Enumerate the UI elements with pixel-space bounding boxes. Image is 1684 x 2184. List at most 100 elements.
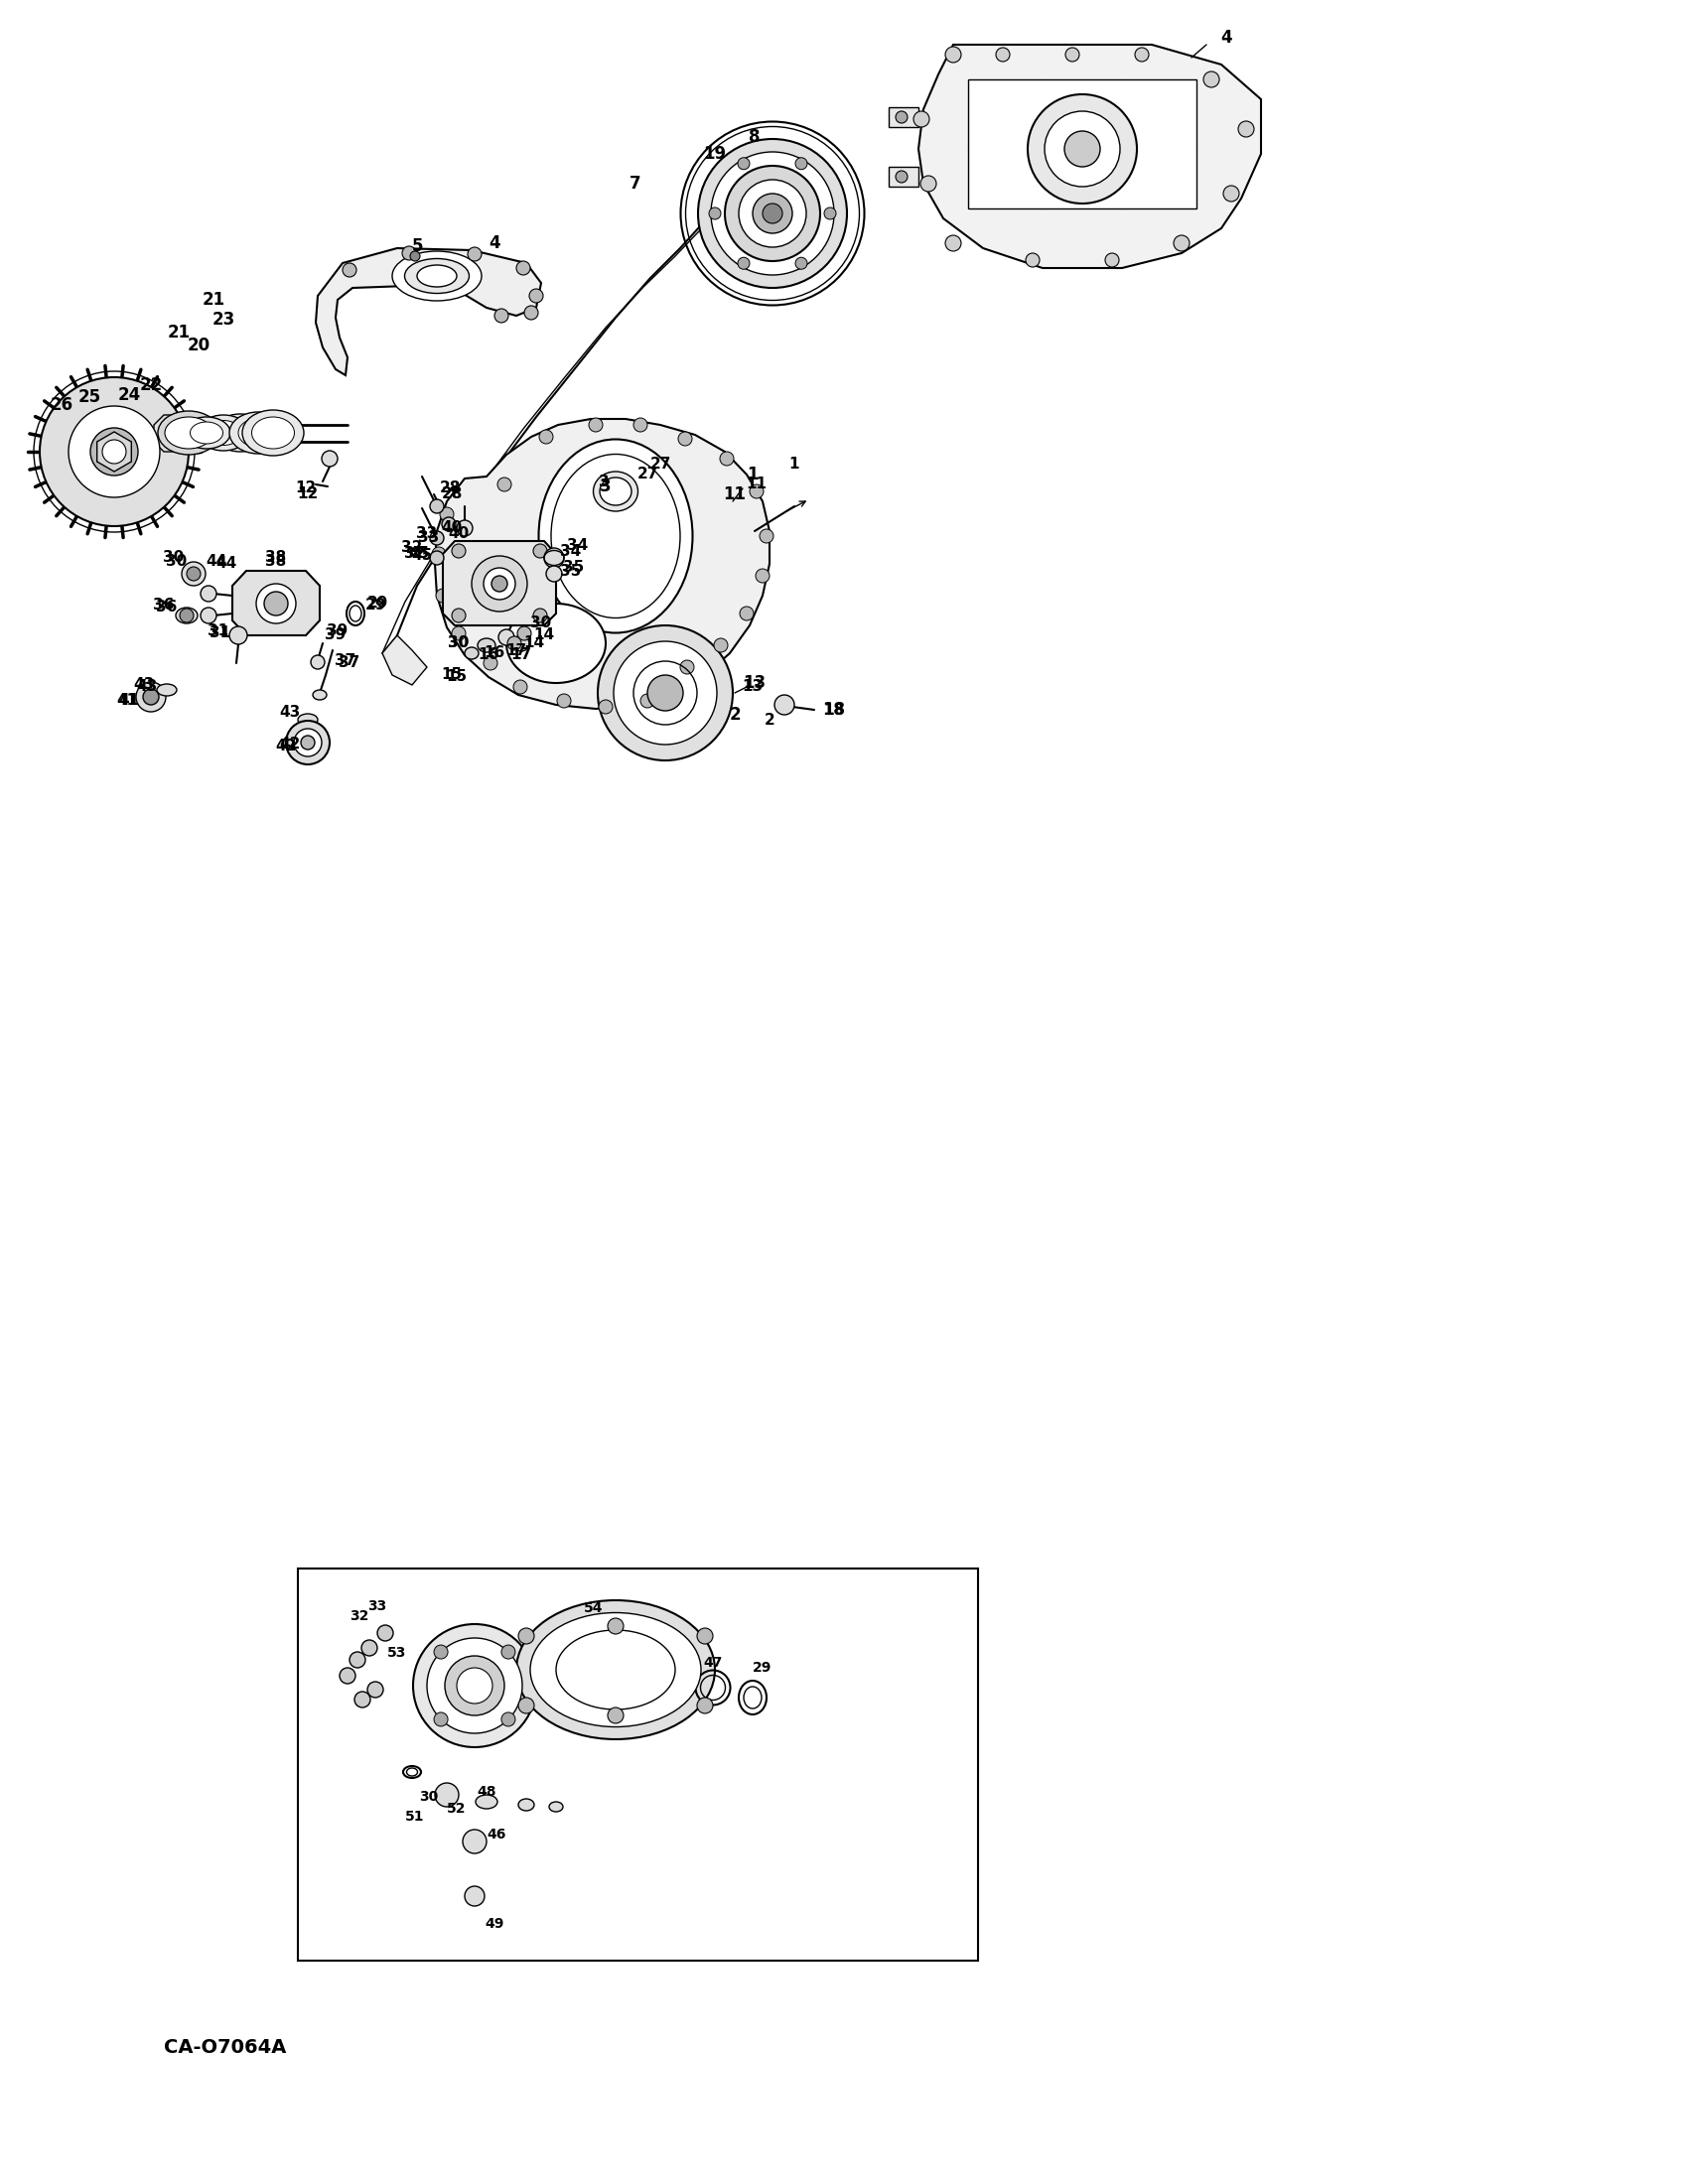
- Circle shape: [286, 721, 330, 764]
- Text: 14: 14: [534, 629, 554, 642]
- Circle shape: [724, 166, 820, 262]
- Ellipse shape: [478, 638, 495, 653]
- Circle shape: [529, 288, 544, 304]
- Circle shape: [456, 1669, 492, 1704]
- Text: 29: 29: [365, 598, 386, 614]
- Circle shape: [753, 194, 793, 234]
- Text: 21: 21: [202, 290, 226, 308]
- Circle shape: [699, 140, 847, 288]
- Polygon shape: [434, 419, 770, 710]
- Circle shape: [312, 655, 325, 668]
- Text: 15: 15: [441, 668, 463, 681]
- Text: 25: 25: [77, 389, 101, 406]
- Text: 33: 33: [416, 526, 438, 542]
- Text: 1: 1: [790, 456, 800, 472]
- Text: 44: 44: [205, 553, 227, 568]
- Circle shape: [451, 544, 466, 557]
- Circle shape: [436, 590, 450, 603]
- Text: 41: 41: [116, 692, 138, 708]
- Ellipse shape: [530, 1612, 701, 1728]
- Text: CA-O7064A: CA-O7064A: [163, 2038, 286, 2057]
- Polygon shape: [918, 44, 1261, 269]
- Circle shape: [492, 577, 507, 592]
- Ellipse shape: [298, 714, 318, 725]
- Circle shape: [367, 1682, 384, 1697]
- Polygon shape: [317, 249, 541, 376]
- Ellipse shape: [465, 646, 478, 660]
- Circle shape: [340, 1669, 355, 1684]
- Text: 18: 18: [823, 701, 845, 719]
- Circle shape: [519, 1697, 534, 1714]
- Circle shape: [514, 679, 527, 695]
- Ellipse shape: [475, 1795, 497, 1808]
- Bar: [968, 79, 1196, 207]
- Text: 17: 17: [505, 642, 527, 657]
- Ellipse shape: [221, 419, 259, 446]
- Text: 11: 11: [724, 485, 746, 502]
- Text: 33: 33: [367, 1599, 387, 1614]
- Circle shape: [823, 207, 835, 218]
- Text: 19: 19: [704, 144, 726, 164]
- Circle shape: [1026, 253, 1039, 266]
- Ellipse shape: [229, 413, 286, 454]
- Text: 28: 28: [441, 487, 463, 502]
- Text: 30: 30: [167, 553, 187, 568]
- Circle shape: [749, 485, 763, 498]
- Circle shape: [557, 695, 571, 708]
- Circle shape: [534, 544, 547, 557]
- Circle shape: [534, 609, 547, 622]
- Text: 16: 16: [483, 646, 505, 660]
- Ellipse shape: [158, 411, 219, 454]
- Text: 11: 11: [746, 476, 766, 491]
- Text: 1: 1: [748, 465, 758, 483]
- Text: 39: 39: [325, 629, 347, 642]
- Text: 38: 38: [266, 550, 286, 566]
- Circle shape: [608, 1708, 623, 1723]
- Ellipse shape: [549, 1802, 562, 1813]
- Circle shape: [264, 592, 288, 616]
- Circle shape: [429, 500, 445, 513]
- Text: 47: 47: [704, 1655, 722, 1671]
- Circle shape: [40, 378, 189, 526]
- Bar: [298, 1568, 978, 1961]
- Circle shape: [103, 439, 126, 463]
- Text: 39: 39: [327, 622, 349, 638]
- Text: 7: 7: [630, 175, 642, 192]
- Circle shape: [431, 546, 446, 561]
- Text: 43: 43: [280, 705, 300, 721]
- Circle shape: [714, 638, 727, 653]
- Ellipse shape: [519, 1800, 534, 1811]
- Circle shape: [1064, 131, 1100, 166]
- Polygon shape: [382, 636, 428, 686]
- Polygon shape: [443, 542, 556, 625]
- Circle shape: [608, 1618, 623, 1634]
- Circle shape: [350, 1651, 365, 1669]
- Ellipse shape: [239, 419, 278, 448]
- Text: 4: 4: [1221, 28, 1233, 46]
- Circle shape: [945, 46, 962, 63]
- Text: 29: 29: [367, 596, 387, 612]
- Text: 51: 51: [406, 1811, 424, 1824]
- Circle shape: [739, 179, 807, 247]
- Circle shape: [738, 157, 749, 170]
- Text: 43: 43: [136, 679, 158, 695]
- Text: 12: 12: [295, 480, 317, 496]
- Circle shape: [995, 48, 1010, 61]
- Circle shape: [697, 1697, 712, 1714]
- Text: 12: 12: [298, 487, 318, 502]
- Text: 27: 27: [637, 467, 658, 483]
- Text: 40: 40: [448, 526, 470, 542]
- Circle shape: [322, 450, 337, 467]
- Ellipse shape: [517, 1601, 716, 1738]
- Text: 30: 30: [448, 636, 470, 651]
- Text: 34: 34: [561, 544, 581, 559]
- Circle shape: [498, 629, 514, 644]
- Text: 24: 24: [118, 387, 141, 404]
- Ellipse shape: [507, 603, 606, 684]
- Text: 32: 32: [404, 546, 426, 561]
- Circle shape: [739, 607, 754, 620]
- Circle shape: [495, 308, 509, 323]
- Ellipse shape: [175, 607, 197, 622]
- Polygon shape: [232, 570, 320, 636]
- Circle shape: [913, 111, 930, 127]
